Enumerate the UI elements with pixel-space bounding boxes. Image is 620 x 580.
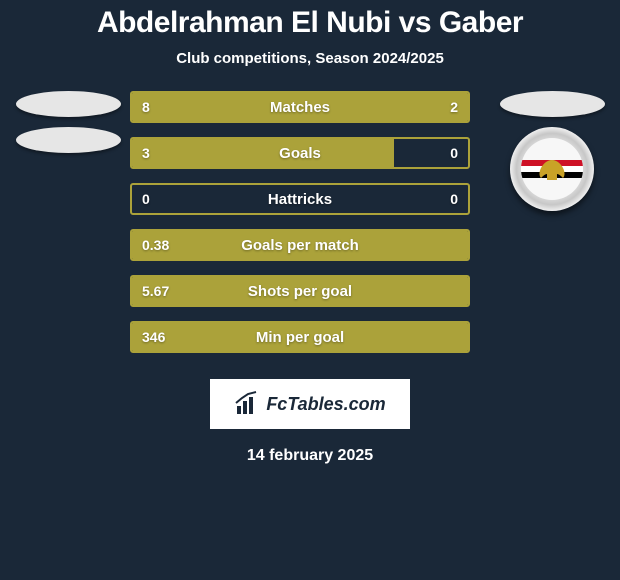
page-subtitle: Club competitions, Season 2024/2025 [176,50,444,67]
player2-badge-1 [500,91,605,117]
stats-area: Matches82Goals30Hattricks00Goals per mat… [0,91,620,379]
stat-value-left: 5.67 [142,283,169,299]
logo-chart-icon [234,391,260,417]
club-badge-inner [521,138,583,200]
stat-value-right: 0 [450,191,458,207]
stat-bar: Min per goal346 [130,321,470,353]
player1-badge-1 [16,91,121,117]
stat-value-left: 0 [142,191,150,207]
stat-value-left: 3 [142,145,150,161]
stat-value-left: 0.38 [142,237,169,253]
fctables-logo: FcTables.com [210,379,410,429]
stat-label: Shots per goal [132,283,468,300]
logo-text: FcTables.com [266,394,385,415]
stat-bar: Goals3 0 [130,137,470,169]
stat-value-left: 346 [142,329,165,345]
player1-badge-column [8,91,128,153]
stat-value-left: 8 [142,99,150,115]
stat-value-right: 0 [450,145,458,161]
stat-bar-list: Matches82Goals30Hattricks00Goals per mat… [130,91,490,353]
eagle-icon [535,158,569,182]
stat-label: Hattricks [132,191,468,208]
page-title: Abdelrahman El Nubi vs Gaber [97,6,523,40]
stat-label: Goals [132,145,468,162]
stat-value-right: 2 [450,99,458,115]
stat-label: Min per goal [132,329,468,346]
stat-bar: Matches8 2 [130,91,470,123]
stat-bar: Goals per match0.38 [130,229,470,261]
player2-club-badge [510,127,594,211]
stat-label: Matches [132,99,468,116]
player2-badge-column [492,91,612,211]
stat-label: Goals per match [132,237,468,254]
date-label: 14 february 2025 [247,447,373,465]
stat-bar: Shots per goal5.67 [130,275,470,307]
stat-bar: Hattricks0 0 [130,183,470,215]
player1-badge-2 [16,127,121,153]
